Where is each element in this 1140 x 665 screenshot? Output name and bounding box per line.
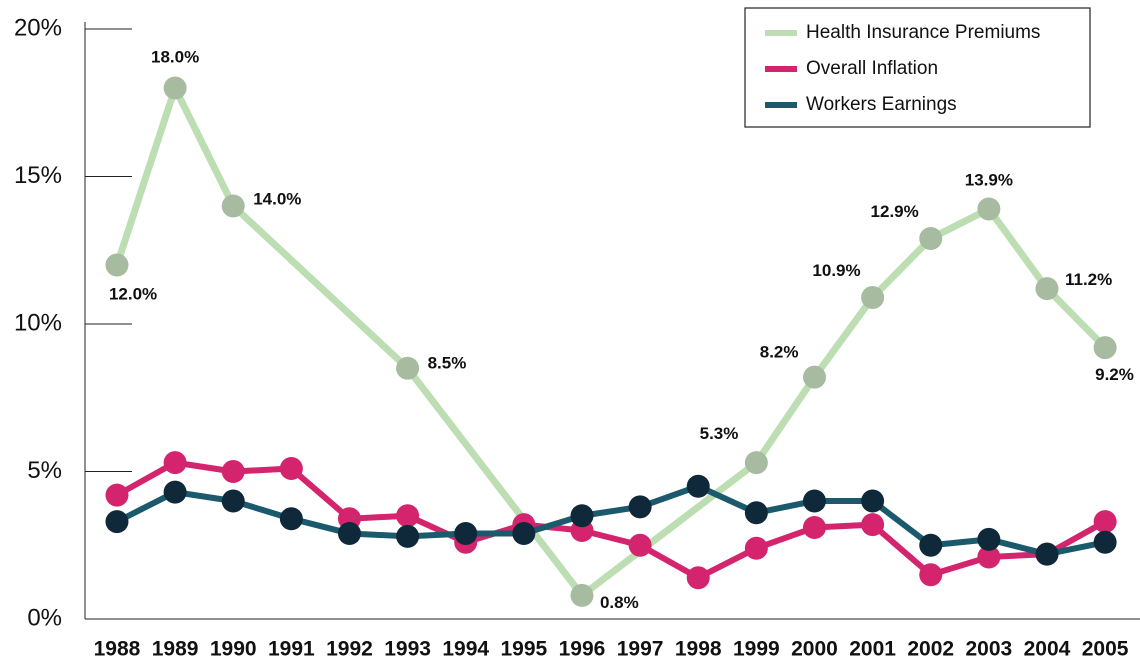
x-tick-label: 1997 [617, 638, 664, 661]
data-point [686, 474, 710, 498]
data-label: 5.3% [700, 424, 739, 443]
data-point [570, 504, 594, 528]
data-point [1035, 542, 1059, 566]
series-line [113, 84, 1108, 599]
data-point [628, 533, 652, 557]
data-label: 12.0% [109, 284, 157, 303]
x-tick-label: 2001 [849, 638, 896, 661]
data-point [802, 516, 826, 540]
data-label: 13.9% [965, 170, 1013, 189]
legend: Health Insurance Premiums Overall Inflati… [744, 7, 1091, 128]
data-point [163, 451, 187, 475]
legend-label: Overall Inflation [806, 58, 938, 79]
data-label: 11.2% [1065, 270, 1112, 289]
y-tick-label: 20% [14, 14, 62, 41]
y-tick-label: 5% [27, 457, 62, 484]
data-point [163, 76, 187, 100]
data-point [221, 460, 245, 483]
data-point [1093, 336, 1117, 360]
data-point [337, 521, 361, 545]
data-point [512, 521, 536, 545]
data-label: 8.2% [760, 343, 799, 362]
x-tick-label: 2005 [1082, 638, 1129, 661]
data-point [802, 489, 826, 513]
x-tick-label: 1999 [733, 638, 780, 661]
data-point [454, 521, 478, 545]
data-point [163, 480, 187, 504]
data-point [221, 194, 245, 218]
y-tick-label: 10% [14, 309, 62, 336]
x-tick-label: 2003 [966, 638, 1013, 661]
data-point [744, 501, 768, 525]
x-tick-label: 1998 [675, 638, 722, 661]
data-label: 14.0% [253, 189, 301, 208]
data-point [396, 356, 420, 380]
data-point [396, 504, 420, 528]
x-tick-label: 2000 [791, 638, 838, 661]
data-point [628, 495, 652, 519]
data-point [977, 527, 1001, 551]
data-point [686, 566, 710, 590]
data-point [919, 533, 943, 557]
x-tick-label: 1993 [384, 638, 431, 661]
x-tick-label: 1989 [152, 638, 199, 661]
x-tick-label: 1991 [268, 638, 315, 661]
data-label: 8.5% [428, 354, 467, 373]
data-point [977, 197, 1001, 221]
y-tick-label: 0% [27, 604, 62, 631]
legend-label: Workers Earnings [806, 94, 957, 115]
data-label: 10.9% [812, 261, 860, 280]
data-point [279, 457, 303, 481]
data-point [744, 536, 768, 560]
data-label: 0.8% [600, 593, 639, 612]
data-point [919, 226, 943, 250]
x-tick-label: 2002 [907, 638, 954, 661]
x-tick-label: 1992 [326, 638, 373, 661]
legend-box [744, 7, 1091, 128]
data-point [105, 510, 129, 534]
data-point [1093, 510, 1117, 534]
data-point [105, 253, 129, 277]
data-point [861, 285, 885, 309]
data-point [1035, 277, 1059, 301]
data-point [744, 451, 768, 475]
data-point [977, 545, 1001, 569]
data-point [919, 563, 943, 587]
legend-label: Health Insurance Premiums [806, 22, 1040, 43]
data-label: 12.9% [871, 202, 919, 221]
data-label: 9.2% [1095, 365, 1134, 384]
data-point [861, 513, 885, 537]
data-point [1093, 530, 1117, 554]
data-point [802, 365, 826, 389]
y-tick-label: 15% [14, 162, 62, 189]
data-point [396, 524, 420, 548]
data-label: 18.0% [151, 47, 199, 66]
data-point [861, 489, 885, 513]
x-tick-label: 1994 [442, 638, 489, 661]
data-point [105, 483, 129, 507]
x-tick-label: 1988 [94, 638, 141, 661]
x-tick-label: 1995 [500, 638, 547, 661]
series-line [115, 459, 1107, 581]
data-point [279, 507, 303, 531]
x-tick-label: 2004 [1024, 638, 1071, 661]
series-line [115, 483, 1106, 558]
data-point [221, 489, 245, 513]
data-point [570, 583, 594, 607]
x-tick-label: 1996 [559, 638, 606, 661]
x-tick-label: 1990 [210, 638, 257, 661]
